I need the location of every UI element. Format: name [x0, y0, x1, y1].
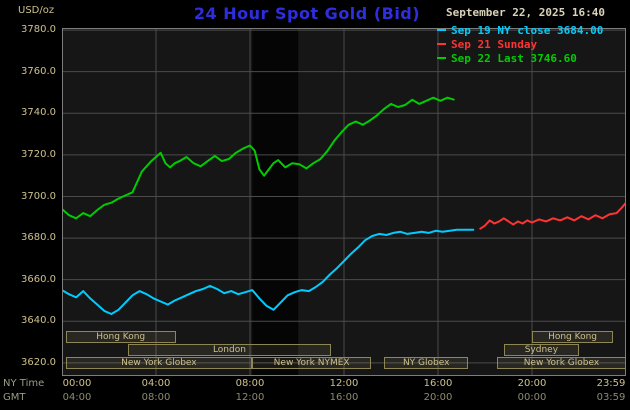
y-tick-3740: 3740.0	[21, 107, 56, 119]
session-hong-kong: Hong Kong	[65, 331, 176, 343]
legend-item-1: Sep 21 Sunday	[437, 38, 603, 52]
x-tick-gmt-00-00: 00:00	[517, 392, 547, 403]
y-tick-3620: 3620.0	[21, 356, 56, 368]
x-tick-gmt-16-00: 16:00	[329, 392, 359, 403]
legend-item-2: Sep 22 Last 3746.60	[437, 52, 603, 66]
plot-area	[62, 28, 626, 376]
y-tick-3680: 3680.0	[21, 232, 56, 244]
y-tick-3760: 3760.0	[21, 65, 56, 77]
x-tick-gmt-08-00: 08:00	[141, 392, 171, 403]
series-line-sep-22-last	[62, 96, 455, 220]
legend-swatch-icon	[437, 57, 446, 59]
chart-datetime: September 22, 2025 16:40	[446, 6, 605, 19]
x-tick-gmt-12-00: 12:00	[235, 392, 265, 403]
x-tick-ny-20-00: 20:00	[517, 378, 547, 389]
y-tick-3700: 3700.0	[21, 190, 56, 202]
session-ny-globex: NY Globex	[383, 357, 469, 369]
session-new-york-globex: New York Globex	[496, 357, 627, 369]
legend: Sep 19 NY close 3684.00 Sep 21 Sunday Sep …	[437, 24, 603, 66]
y-tick-3720: 3720.0	[21, 148, 56, 160]
x-tick-ny-00-00: 00:00	[62, 378, 92, 389]
session-new-york-globex: New York Globex	[65, 357, 253, 369]
legend-item-0: Sep 19 NY close 3684.00	[437, 24, 603, 38]
session-bars-layer: Hong Kong Hong Kong London Sydney New York G…	[62, 28, 627, 376]
session-london: London	[127, 344, 332, 356]
x-tick-ny-04-00: 04:00	[141, 378, 171, 389]
session-new-york-nymex: New York NYMEX	[252, 357, 371, 369]
legend-label: Sep 19 NY close 3684.00	[451, 24, 604, 37]
x-tick-gmt-03-59: 03:59	[596, 392, 626, 403]
session-sydney: Sydney	[503, 344, 579, 356]
y-tick-3660: 3660.0	[21, 273, 56, 285]
session-hong-kong: Hong Kong	[532, 331, 614, 343]
x-tick-ny-12-00: 12:00	[329, 378, 359, 389]
legend-swatch-icon	[437, 43, 446, 45]
plot-border	[62, 28, 626, 376]
series-line-sep-21-sunday	[479, 201, 626, 230]
legend-label: Sep 22 Last 3746.60	[451, 52, 577, 65]
legend-swatch-icon	[437, 29, 446, 31]
x-tick-gmt-20-00: 20:00	[423, 392, 453, 403]
y-tick-3640: 3640.0	[21, 315, 56, 327]
legend-label: Sep 21 Sunday	[451, 38, 538, 51]
ny-time-axis-label: NY Time	[3, 378, 45, 389]
shaded-session-band	[252, 28, 299, 376]
x-tick-ny-23-59: 23:59	[596, 378, 626, 389]
series-line-sep-19-ny-close	[62, 228, 475, 315]
x-tick-ny-08-00: 08:00	[235, 378, 265, 389]
x-tick-gmt-04-00: 04:00	[62, 392, 92, 403]
chart-title: 24 Hour Spot Gold (Bid)	[193, 4, 421, 23]
x-tick-ny-16-00: 16:00	[423, 378, 453, 389]
gmt-axis-label: GMT	[3, 392, 26, 403]
y-axis-units-label: USD/oz	[18, 5, 55, 16]
y-tick-3780: 3780.0	[21, 24, 56, 36]
